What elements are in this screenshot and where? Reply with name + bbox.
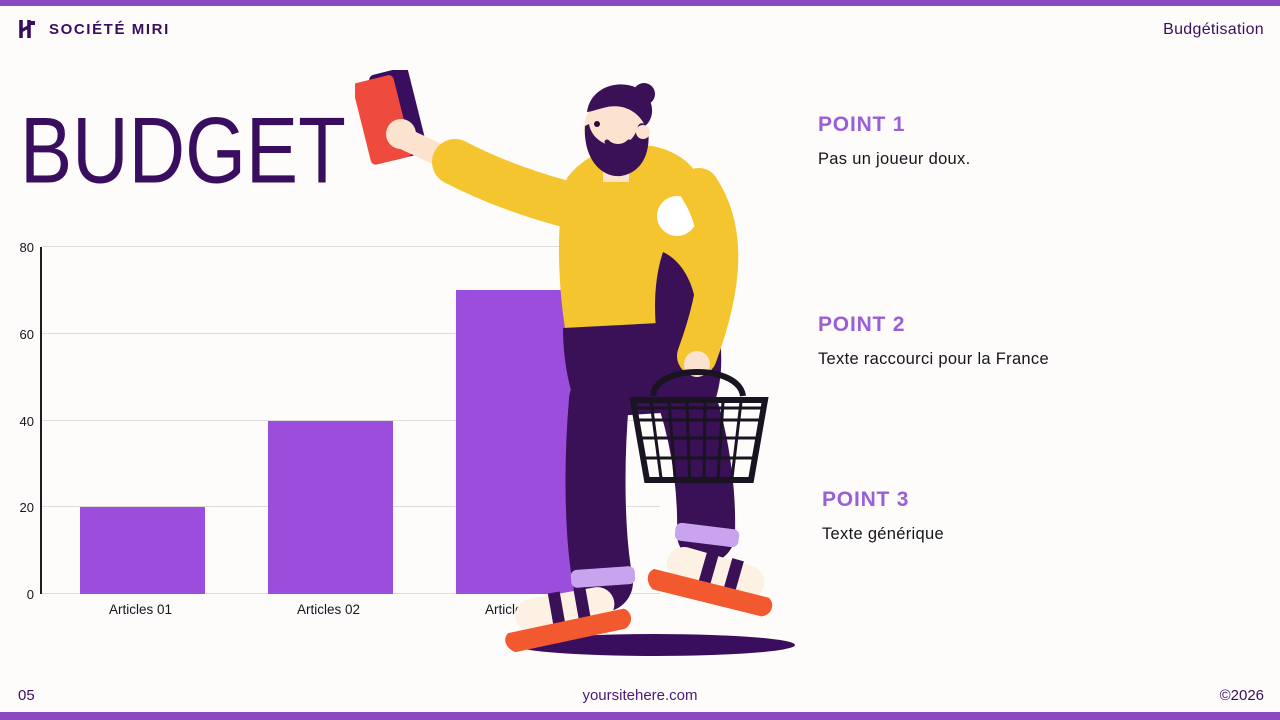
person-illustration — [355, 70, 795, 656]
y-tick-label: 60 — [19, 326, 34, 342]
chart-bar — [80, 507, 205, 594]
shopping-basket — [629, 369, 769, 483]
chart-bar — [268, 420, 393, 594]
y-tick-label: 0 — [26, 587, 34, 602]
section-label: Budgétisation — [1163, 21, 1264, 38]
brand: SOCIÉTÉ MIRI — [16, 17, 170, 41]
gridline — [42, 246, 660, 247]
point-2-label: POINT 2 — [818, 313, 906, 336]
bottom-accent-strip — [0, 712, 1280, 720]
head — [584, 83, 655, 177]
chart-bar — [456, 290, 581, 594]
right-sandal — [647, 546, 773, 617]
y-tick-label: 80 — [19, 240, 34, 255]
y-tick-label: 20 — [19, 500, 34, 516]
point-3-label: POINT 3 — [822, 488, 910, 511]
point-3: POINT 3 Texte générique — [822, 488, 1242, 544]
chart-plot: 0 20 40 60 80 — [20, 240, 660, 602]
point-1-label: POINT 1 — [818, 113, 906, 136]
point-2-text: Texte raccourci pour la France — [818, 350, 1049, 368]
point-2: POINT 2 Texte raccourci pour la France — [818, 313, 1238, 369]
shadow — [515, 634, 795, 656]
point-1-text: Pas un joueur doux. — [818, 150, 971, 168]
page-number: 05 — [18, 687, 35, 704]
brand-logo-icon — [19, 20, 35, 38]
gridline — [42, 332, 660, 334]
top-accent-strip — [0, 0, 1280, 6]
x-tick-label: Articles 02 — [296, 602, 361, 617]
point-3-text: Texte générique — [822, 525, 944, 543]
y-tick-label: 40 — [19, 413, 34, 429]
website-label: yoursitehere.com — [582, 687, 698, 704]
page-title: BUDGET — [20, 98, 346, 203]
gridline — [42, 419, 660, 421]
brand-name: SOCIÉTÉ MIRI — [49, 20, 170, 38]
left-sandal — [505, 587, 631, 653]
copyright-label: ©2026 — [1219, 687, 1264, 704]
point-1: POINT 1 Pas un joueur doux. — [818, 113, 1238, 169]
x-tick-label: Articles 01 — [108, 602, 173, 617]
hand — [386, 119, 416, 149]
